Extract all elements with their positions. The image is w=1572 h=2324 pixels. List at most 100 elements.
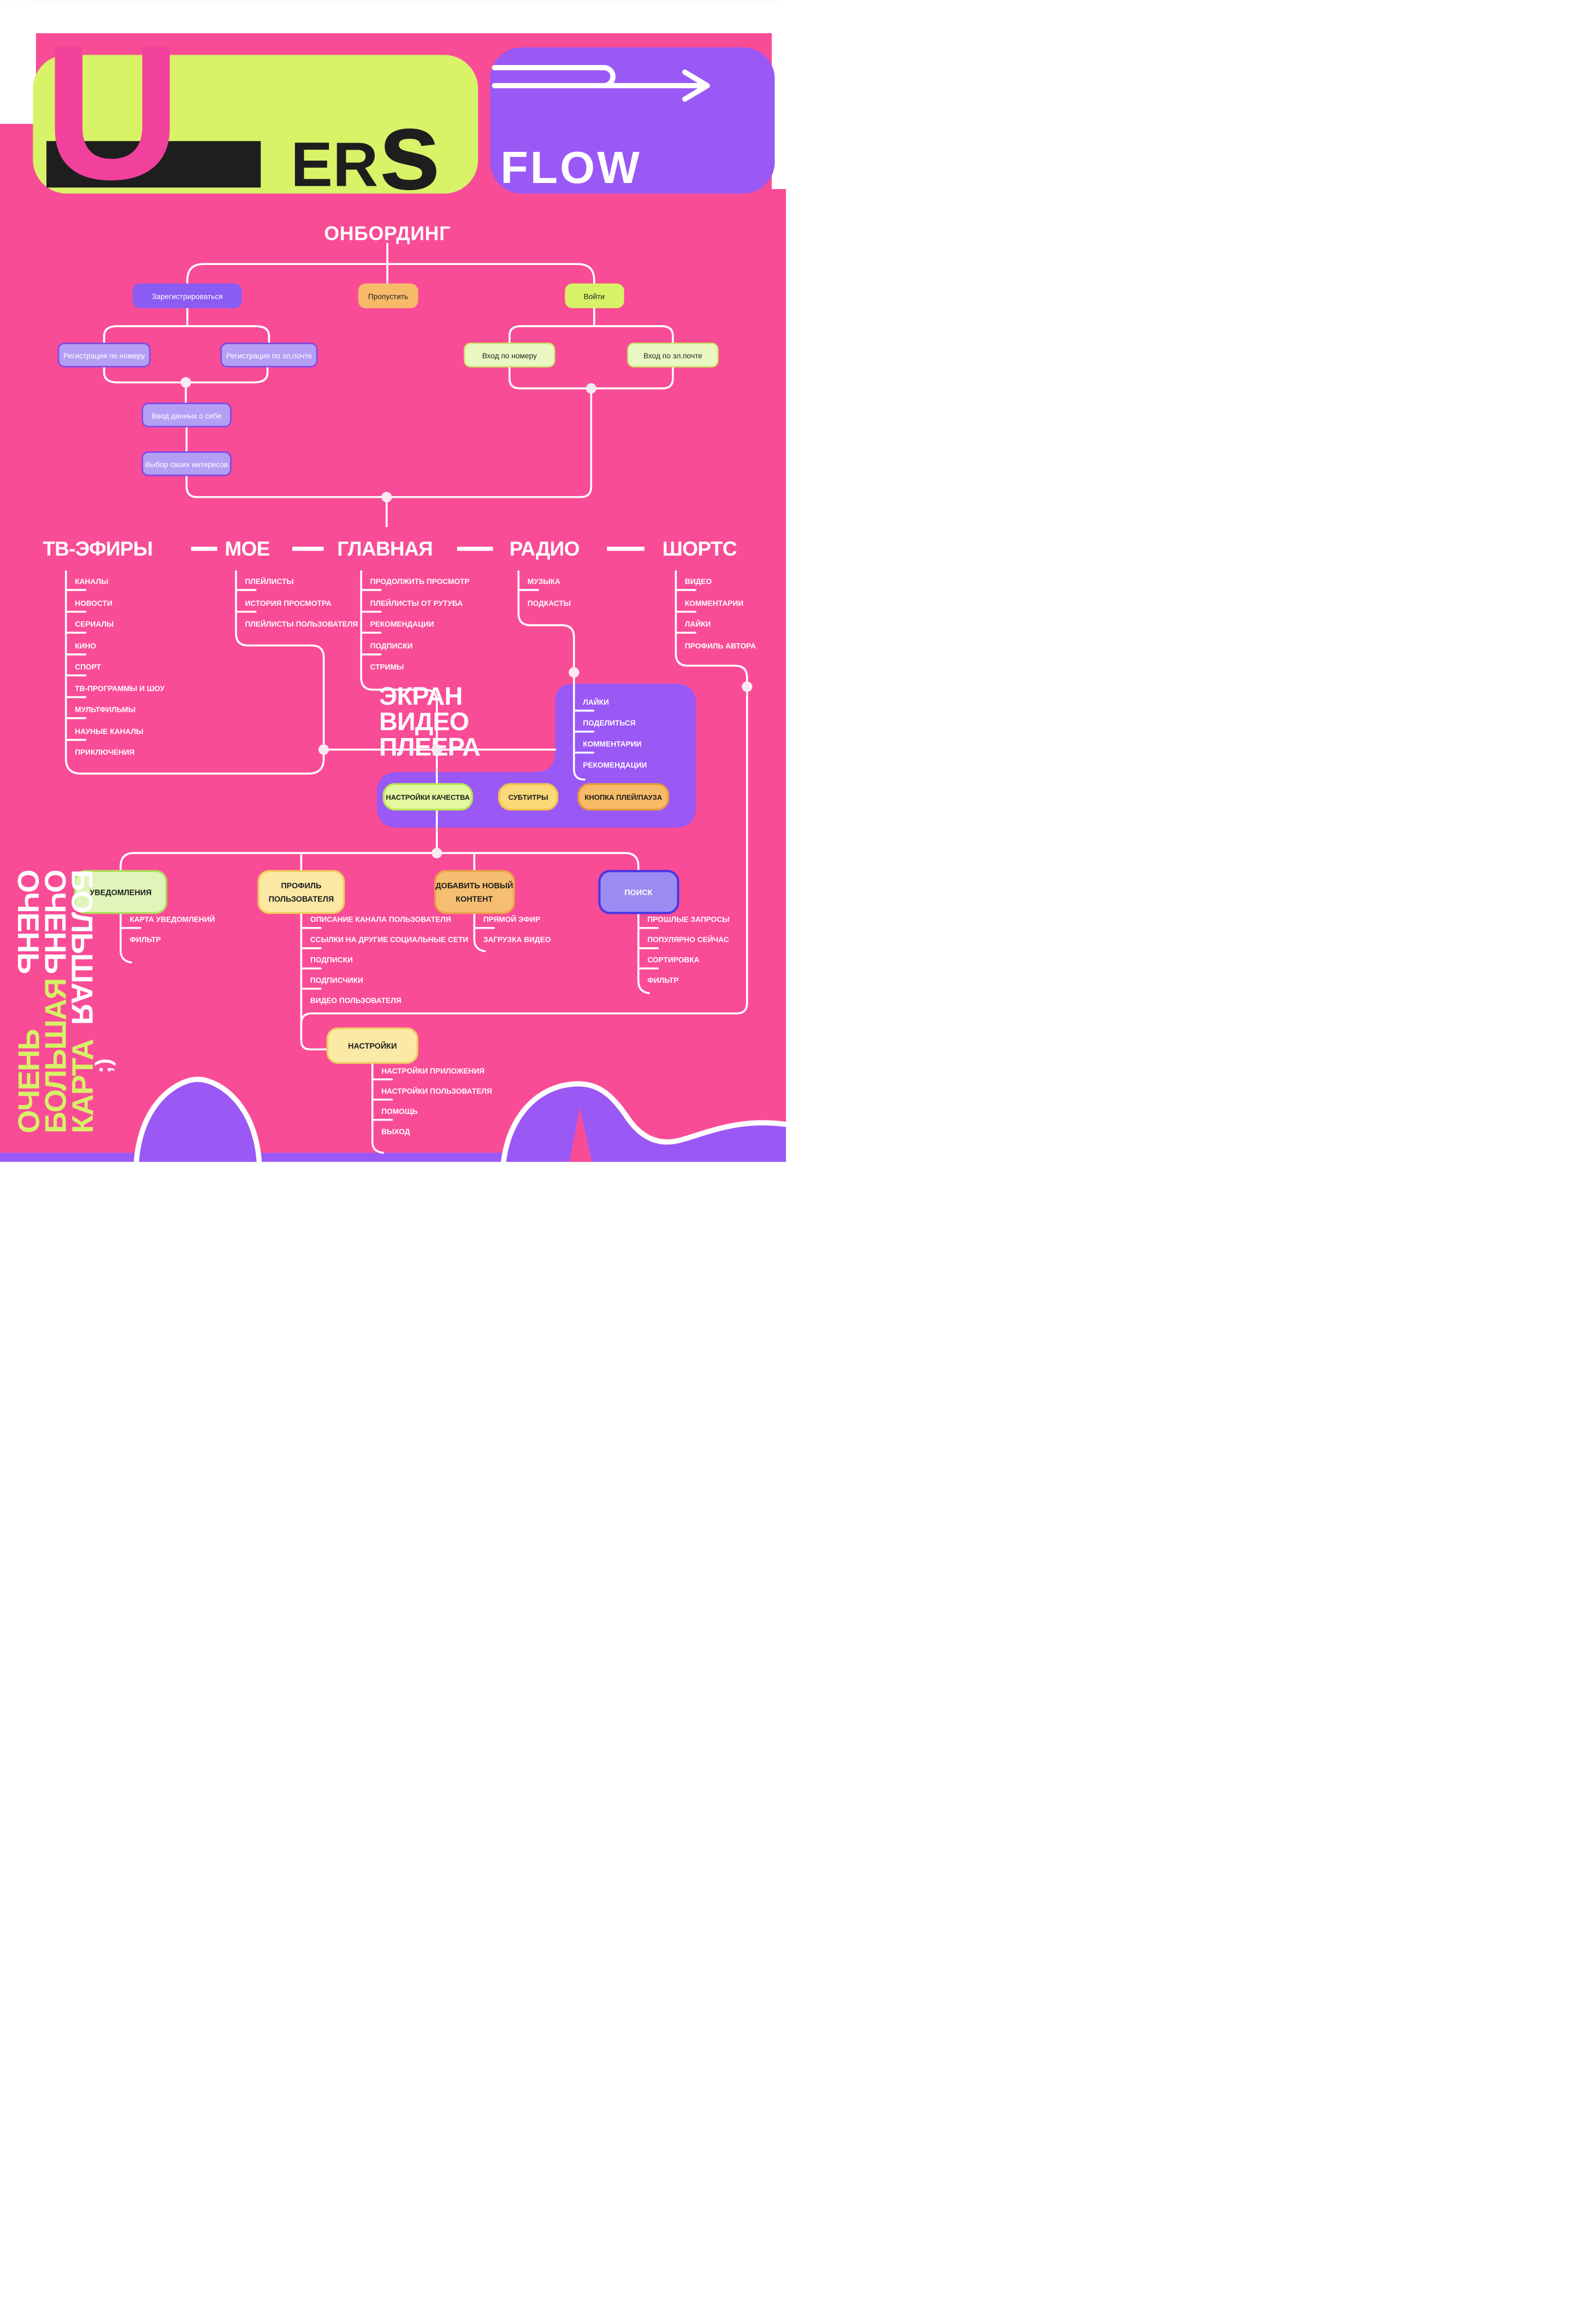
search-sublist: ПРОШЛЫЕ ЗАПРОСЫ ПОПУЛЯРНО СЕЙЧАС СОРТИРО…	[647, 916, 729, 984]
list-item: КАНАЛЫ	[75, 577, 108, 586]
enter-data-label: Ввод данных о себе	[152, 412, 222, 420]
flow-title: FLOW	[500, 143, 642, 193]
play-pause-label: КНОПКА ПЛЕЙ/ПАУЗА	[584, 793, 662, 801]
list-item: ПОДЕЛИТЬСЯ	[583, 719, 635, 727]
section-title-tv[interactable]: ТВ-ЭФИРЫ	[43, 537, 153, 560]
node-login[interactable]: Войти	[565, 283, 624, 309]
list-item: ПОДПИСЧИКИ	[310, 976, 363, 984]
add-content-box[interactable]	[434, 870, 515, 914]
profile-label-line1: ПРОФИЛЬ	[281, 882, 321, 890]
player-title-line3: ПЛЕЕРА	[379, 733, 480, 761]
node-register[interactable]: Зарегистрироваться	[132, 283, 243, 309]
side-note-word1: ОЧЕНЬ	[11, 1030, 45, 1134]
settings-sublist: НАСТРОЙКИ ПРИЛОЖЕНИЯ НАСТРОЙКИ ПОЛЬЗОВАТ…	[381, 1066, 492, 1136]
list-item: МУЛЬТФИЛЬМЫ	[75, 706, 135, 714]
quality-settings-box[interactable]	[382, 783, 473, 811]
tv-ticks	[64, 589, 87, 741]
node-enter-data[interactable]: Ввод данных о себе	[141, 403, 232, 428]
section-title-shorts[interactable]: ШОРТС	[663, 537, 737, 560]
list-item: КОММЕНТАРИИ	[583, 740, 641, 748]
choose-interests-label: Выбор своих интересов	[145, 461, 228, 469]
skip-box[interactable]	[358, 283, 418, 309]
side-note-mirror-word3: БОЛЬШАЯ	[66, 870, 99, 1024]
header-black-bar	[46, 141, 261, 188]
login-email-box[interactable]	[627, 343, 719, 368]
notifications-sublist: КАРТА УВЕДОМЛЕНИЙ ФИЛЬТР	[129, 915, 215, 944]
node-skip[interactable]: Пропустить	[358, 283, 418, 309]
main-list: ПРОДОЛЖИТЬ ПРОСМОТР ПЛЕЙЛИСТЫ ОТ РУТУБА …	[370, 577, 470, 671]
list-item: ПРОДОЛЖИТЬ ПРОСМОТР	[370, 577, 470, 586]
top-white-strip	[0, 0, 786, 33]
tv-column-line	[64, 570, 325, 775]
quality-settings-button[interactable]: НАСТРОЙКИ КАЧЕСТВА	[382, 783, 473, 811]
list-item: СТРИМЫ	[370, 663, 404, 671]
main-column-line	[360, 570, 438, 751]
junction-dot	[318, 744, 329, 755]
login-email-label: Вход по эл.почте	[643, 352, 702, 360]
player-title-line2: ВИДЕО	[379, 707, 469, 735]
list-item: НАСТРОЙКИ ПОЛЬЗОВАТЕЛЯ	[381, 1086, 492, 1095]
enter-data-box[interactable]	[141, 403, 232, 428]
hub-line	[120, 852, 640, 872]
player-list: ЛАЙКИ ПОДЕЛИТЬСЯ КОММЕНТАРИИ РЕКОМЕНДАЦИ…	[583, 697, 647, 769]
list-item: ПОДПИСКИ	[370, 642, 413, 650]
junction-dot	[586, 383, 596, 394]
list-item: ЗАГРУЗКА ВИДЕО	[483, 936, 551, 944]
node-register-email[interactable]: Регистрация по эл.почте	[220, 343, 318, 368]
notifications-button[interactable]: УВЕДОМЛЕНИЯ	[74, 870, 168, 914]
node-login-phone[interactable]: Вход по номеру	[464, 343, 555, 368]
play-pause-box[interactable]	[577, 783, 670, 811]
tv-list: КАНАЛЫ НОВОСТИ СЕРИАЛЫ КИНО СПОРТ ТВ-ПРО…	[75, 577, 165, 757]
subtitles-button[interactable]: СУБТИТРЫ	[498, 783, 559, 811]
node-login-email[interactable]: Вход по эл.почте	[627, 343, 719, 368]
junction-dot	[742, 681, 753, 692]
list-item: ВИДЕО	[685, 577, 712, 586]
settings-box[interactable]	[326, 1027, 418, 1064]
shorts-to-settings-line	[300, 686, 748, 1025]
login-label: Войти	[584, 293, 605, 301]
profile-box[interactable]	[257, 870, 345, 914]
list-item: ПОДПИСКИ	[310, 956, 353, 964]
connector	[185, 474, 388, 498]
settings-list-line	[371, 1061, 384, 1154]
node-choose-interests[interactable]: Выбор своих интересов	[141, 451, 232, 476]
settings-button[interactable]: НАСТРОЙКИ	[326, 1027, 418, 1064]
settings-label: НАСТРОЙКИ	[348, 1041, 397, 1051]
register-box[interactable]	[132, 283, 243, 309]
onboarding-title: ОНБОРДИНГ	[324, 222, 451, 244]
search-button[interactable]: ПОИСК	[598, 870, 679, 915]
my-column-line	[235, 570, 325, 751]
section-title-radio[interactable]: РАДИО	[510, 537, 580, 560]
junction-dot	[432, 744, 442, 755]
subtitles-label: СУБТИТРЫ	[509, 793, 548, 801]
add-content-button[interactable]: ДОБАВИТЬ НОВЫЙ КОНТЕНТ	[434, 870, 515, 914]
search-ticks	[637, 927, 659, 970]
list-item: ЛАЙКИ	[583, 697, 609, 706]
list-item: РЕКОМЕНДАЦИИ	[583, 761, 647, 769]
bottom-right-wave-outline	[501, 1081, 786, 1162]
notifications-box[interactable]	[74, 870, 168, 914]
subtitles-box[interactable]	[498, 783, 559, 811]
search-label: ПОИСК	[624, 888, 652, 897]
profile-button[interactable]: ПРОФИЛЬ ПОЛЬЗОВАТЕЛЯ	[257, 870, 345, 914]
list-item: ПРОФИЛЬ АВТОРА	[685, 642, 756, 650]
search-box[interactable]	[598, 870, 679, 915]
list-item: ВИДЕО ПОЛЬЗОВАТЕЛЯ	[310, 996, 401, 1005]
list-item: НАСТРОЙКИ ПРИЛОЖЕНИЯ	[381, 1066, 484, 1075]
login-box[interactable]	[565, 283, 624, 309]
play-pause-button[interactable]: КНОПКА ПЛЕЙ/ПАУЗА	[577, 783, 670, 811]
login-phone-label: Вход по номеру	[482, 352, 537, 360]
radio-list: МУЗЫКА ПОДКАСТЫ	[528, 577, 571, 607]
profile-ticks	[300, 927, 322, 990]
section-title-main[interactable]: ГЛАВНАЯ	[337, 537, 433, 560]
register-email-box[interactable]	[220, 343, 318, 368]
node-register-phone[interactable]: Регистрация по номеру	[57, 343, 151, 368]
add-content-label-line1: ДОБАВИТЬ НОВЫЙ	[435, 881, 513, 890]
register-phone-box[interactable]	[57, 343, 151, 368]
login-phone-box[interactable]	[464, 343, 555, 368]
list-item: КАРТА УВЕДОМЛЕНИЙ	[129, 915, 215, 924]
section-title-my[interactable]: МОЕ	[225, 537, 270, 560]
list-item: ПРИКЛЮЧЕНИЯ	[75, 748, 134, 757]
bottom-wave-notch	[569, 1107, 592, 1162]
choose-interests-box[interactable]	[141, 451, 232, 476]
